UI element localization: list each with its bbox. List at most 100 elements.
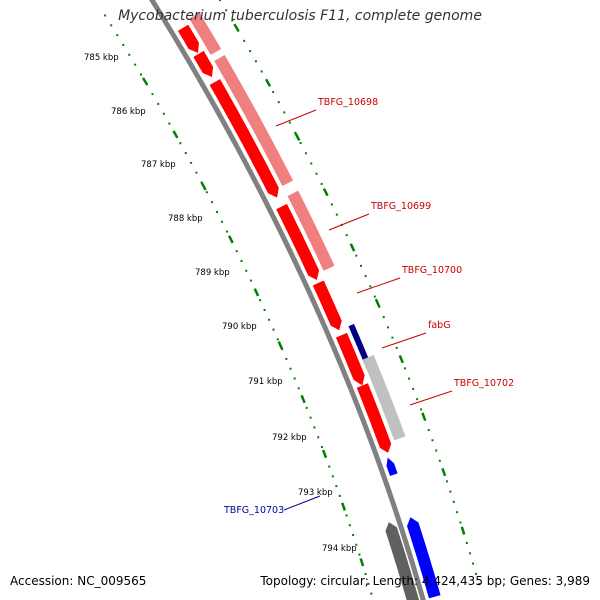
feature-cds[interactable] [276,203,320,280]
tick-label: 791 kbp [248,377,283,387]
inner-track-dot [215,210,218,213]
feature-cds[interactable] [386,457,398,477]
gene-label-leader [409,390,453,406]
tick-label: 792 kbp [272,433,307,443]
inner-track-dot [358,553,361,556]
feature-cds[interactable] [209,79,279,198]
outer-track-dot [477,583,480,586]
outer-track-dot [283,111,286,114]
tick-label: 787 kbp [141,160,176,170]
outer-major-tick [294,132,301,142]
accession-text: Accession: NC_009565 [10,574,147,588]
outer-track-dot [299,142,302,145]
inner-major-tick [277,341,284,350]
feature-cds[interactable] [335,332,365,386]
inner-track-dot [235,250,238,253]
inner-track-dot [110,24,113,27]
gene-label[interactable]: fabG [428,320,451,331]
tick-label: 794 kbp [322,544,357,554]
inner-track-dot [240,259,243,262]
feature-cds[interactable] [356,383,392,453]
tick-label: 788 kbp [168,214,203,224]
outer-track-dot [272,90,275,93]
outer-track-dot [320,182,323,185]
outer-track-dot [225,9,228,12]
inner-track-dot [151,93,154,96]
inner-track-dot [345,514,348,517]
inner-track-dot [309,416,312,419]
inner-track-dot [210,201,213,204]
inner-track-dot [367,582,370,585]
outer-track-dot [260,70,263,73]
feature-gene[interactable] [287,190,335,271]
gene-labels: TBFG_10698 TBFG_10699 TBFG_10700 fabG TBFG_1… [223,97,514,516]
feature-cds[interactable] [312,280,342,331]
gene-label[interactable]: TBFG_10703 [223,505,284,516]
inner-track-dot [355,543,358,546]
feature-gene[interactable] [362,354,406,441]
outer-track-dot [355,254,358,257]
outer-track-dot [382,316,385,319]
outer-track-dot [249,50,252,53]
inner-track-dot [245,269,248,272]
inner-track-dot [249,279,252,282]
gene-features [177,12,441,600]
outer-track-dot [395,346,398,349]
feature-cds[interactable] [193,50,214,78]
inner-track-dot [289,367,292,370]
inner-track-dot [195,171,198,174]
inner-track-dot [338,494,341,497]
outer-track-dot [330,203,333,206]
inner-track-dot [364,573,367,576]
gene-label[interactable]: TBFG_10699 [370,201,431,212]
outer-track-dot [445,480,448,483]
inner-major-tick [227,235,234,244]
feature-gene[interactable] [385,522,420,600]
outer-track-dot [369,285,372,288]
inner-track-dot [139,73,142,76]
gene-label[interactable]: TBFG_10700 [401,265,462,276]
inner-major-tick [200,182,207,191]
gene-label[interactable]: TBFG_10698 [317,97,378,108]
tick-labels: 785 kbp 786 kbp 787 kbp 788 kbp 789 kbp 790 k… [84,53,357,554]
inner-track-dot [116,34,119,37]
gene-label-leader [283,495,321,511]
gene-label-leader [356,277,401,294]
inner-track-dot [272,328,275,331]
outer-track-dot [472,562,475,565]
inner-major-tick [141,77,149,86]
outer-track-dot [438,459,441,462]
inner-track-dot [225,230,228,233]
inner-track-dot [128,53,131,56]
inner-track-dot [293,377,296,380]
backbone-line [149,0,426,600]
genome-summary-text: Topology: circular; Length: 4,424,435 bp… [260,574,590,588]
gene-label[interactable]: TBFG_10702 [453,378,514,389]
inner-track-dot [335,485,338,488]
outer-track-dot [416,398,419,401]
outer-major-tick [349,243,356,252]
feature-gene[interactable] [189,12,222,55]
outer-major-tick [421,412,427,421]
outer-track-dot [305,152,308,155]
inner-track-dot [331,475,334,478]
inner-track-dot [305,406,308,409]
gene-label-leader [381,332,427,349]
outer-major-tick [460,526,466,535]
inner-track-dot [104,14,107,17]
outer-track-dot [387,326,390,329]
inner-track-dot [328,465,331,468]
outer-track-dot [294,131,297,134]
outer-track-dot [231,19,234,22]
outer-track-dot [359,264,362,267]
inner-track-dot [268,318,271,321]
inner-track-dot [281,348,284,351]
inner-major-tick [321,449,328,459]
feature-cds[interactable] [177,24,199,53]
inner-track-dot [134,63,137,66]
feature-cds[interactable] [407,517,441,599]
feature-gene[interactable] [214,54,294,187]
inner-track-dot [320,446,323,449]
inner-track-dot [200,181,203,184]
outer-track-dot [364,275,367,278]
